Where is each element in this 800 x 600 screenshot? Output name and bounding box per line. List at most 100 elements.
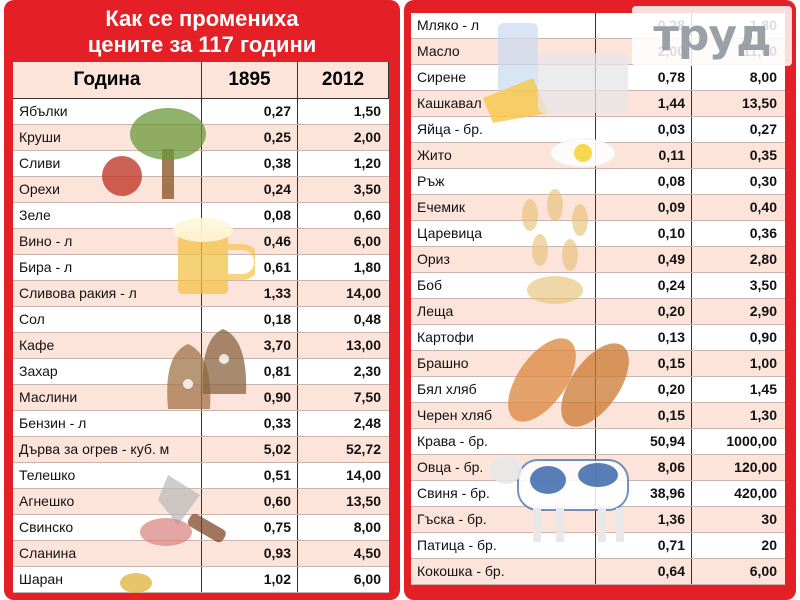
item-name: Орехи [13, 177, 202, 202]
item-name: Круши [13, 125, 202, 150]
price-2012: 2,00 [353, 129, 381, 145]
table-row: Бензин - л 0,33 2,48 [13, 411, 389, 437]
table-row: Гъска - бр. 1,36 30 [411, 507, 785, 533]
item-name: Сланина [13, 541, 202, 566]
price-2012: 14,00 [345, 285, 381, 301]
item-name: Яйца - бр. [411, 117, 596, 142]
price-1895: 0,38 [202, 151, 298, 176]
price-1895: 0,93 [202, 541, 298, 566]
table-row: Телешко 0,51 14,00 [13, 463, 389, 489]
price-2012: 3,50 [749, 277, 777, 293]
price-2012: 120,00 [734, 459, 777, 475]
price-1895: 0,11 [596, 143, 692, 168]
price-1895: 0,51 [202, 463, 298, 488]
table-row: Свиня - бр. 38,96 420,00 [411, 481, 785, 507]
price-2012: 2,30 [353, 363, 381, 379]
price-1895: 0,03 [596, 117, 692, 142]
price-1895: 0,60 [202, 489, 298, 514]
item-name: Патица - бр. [411, 533, 596, 558]
price-2012: 6,00 [749, 563, 777, 579]
item-name: Маслини [13, 385, 202, 410]
left-price-table: Година 1895 2012 Ябълки 0,27 1,50 Круши 0,25… [13, 62, 389, 593]
price-2012: 1,50 [353, 103, 381, 119]
price-1895: 0,08 [596, 169, 692, 194]
table-row: Яйца - бр. 0,03 0,27 [411, 117, 785, 143]
table-row: Боб 0,24 3,50 [411, 273, 785, 299]
price-2012: 14,00 [345, 467, 381, 483]
item-name: Леща [411, 299, 596, 324]
price-2012: 20 [761, 537, 777, 553]
item-name: Зеле [13, 203, 202, 228]
table-header: Година 1895 2012 [13, 62, 389, 99]
item-name: Ориз [411, 247, 596, 272]
item-name: Телешко [13, 463, 202, 488]
table-row: Орехи 0,24 3,50 [13, 177, 389, 203]
item-name: Свинско [13, 515, 202, 540]
price-2012: 7,50 [353, 389, 381, 405]
table-row: Кокошка - бр. 0,64 6,00 [411, 559, 785, 585]
table-row: Захар 0,81 2,30 [13, 359, 389, 385]
item-name: Брашно [411, 351, 596, 376]
table-row: Вино - л 0,46 6,00 [13, 229, 389, 255]
item-name: Кафе [13, 333, 202, 358]
table-row: Кафе 3,70 13,00 [13, 333, 389, 359]
table-row: Жито 0,11 0,35 [411, 143, 785, 169]
price-1895: 0,27 [202, 99, 298, 124]
table-row: Картофи 0,13 0,90 [411, 325, 785, 351]
table-row: Брашно 0,15 1,00 [411, 351, 785, 377]
table-row: Царевица 0,10 0,36 [411, 221, 785, 247]
price-1895: 0,08 [202, 203, 298, 228]
price-1895: 0,81 [202, 359, 298, 384]
price-1895: 0,75 [202, 515, 298, 540]
table-row: Сол 0,18 0,48 [13, 307, 389, 333]
item-name: Бял хляб [411, 377, 596, 402]
price-2012: 1,20 [353, 155, 381, 171]
table-row: Свинско 0,75 8,00 [13, 515, 389, 541]
price-1895: 38,96 [596, 481, 692, 506]
price-2012: 1,80 [353, 259, 381, 275]
price-1895: 1,02 [202, 567, 298, 592]
table-row: Сливова ракия - л 1,33 14,00 [13, 281, 389, 307]
table-row: Леща 0,20 2,90 [411, 299, 785, 325]
item-name: Ечемик [411, 195, 596, 220]
price-2012: 0,27 [749, 121, 777, 137]
price-1895: 0,33 [202, 411, 298, 436]
item-name: Ръж [411, 169, 596, 194]
item-name: Кашкавал [411, 91, 596, 116]
header-year: Година [13, 62, 202, 98]
price-1895: 3,70 [202, 333, 298, 358]
item-name: Черен хляб [411, 403, 596, 428]
price-2012: 2,80 [749, 251, 777, 267]
item-name: Крава - бр. [411, 429, 596, 454]
item-name: Захар [13, 359, 202, 384]
price-1895: 0,09 [596, 195, 692, 220]
left-table-body: Ябълки 0,27 1,50 Круши 0,25 2,00 Сливи 0,38 1,20… [13, 99, 389, 593]
item-name: Агнешко [13, 489, 202, 514]
table-row: Бира - л 0,61 1,80 [13, 255, 389, 281]
item-name: Сливи [13, 151, 202, 176]
table-row: Ечемик 0,09 0,40 [411, 195, 785, 221]
table-row: Ориз 0,49 2,80 [411, 247, 785, 273]
price-2012: 8,00 [749, 69, 777, 85]
table-row: Ръж 0,08 0,30 [411, 169, 785, 195]
price-1895: 0,10 [596, 221, 692, 246]
item-name: Жито [411, 143, 596, 168]
price-2012: 1000,00 [726, 433, 777, 449]
table-row: Овца - бр. 8,06 120,00 [411, 455, 785, 481]
price-1895: 0,18 [202, 307, 298, 332]
table-row: Дърва за огрев - куб. м 5,02 52,72 [13, 437, 389, 463]
table-row: Кашкавал 1,44 13,50 [411, 91, 785, 117]
table-row: Ябълки 0,27 1,50 [13, 99, 389, 125]
infographic-title: Как се промениха цените за 117 години [4, 6, 400, 58]
price-2012: 8,00 [353, 519, 381, 535]
price-1895: 0,15 [596, 403, 692, 428]
item-name: Кокошка - бр. [411, 559, 596, 584]
price-2012: 3,50 [353, 181, 381, 197]
price-1895: 0,15 [596, 351, 692, 376]
item-name: Гъска - бр. [411, 507, 596, 532]
price-2012: 1,45 [749, 381, 777, 397]
title-line-2: цените за 117 години [87, 32, 317, 57]
item-name: Царевица [411, 221, 596, 246]
item-name: Бира - л [13, 255, 202, 280]
price-1895: 0,61 [202, 255, 298, 280]
